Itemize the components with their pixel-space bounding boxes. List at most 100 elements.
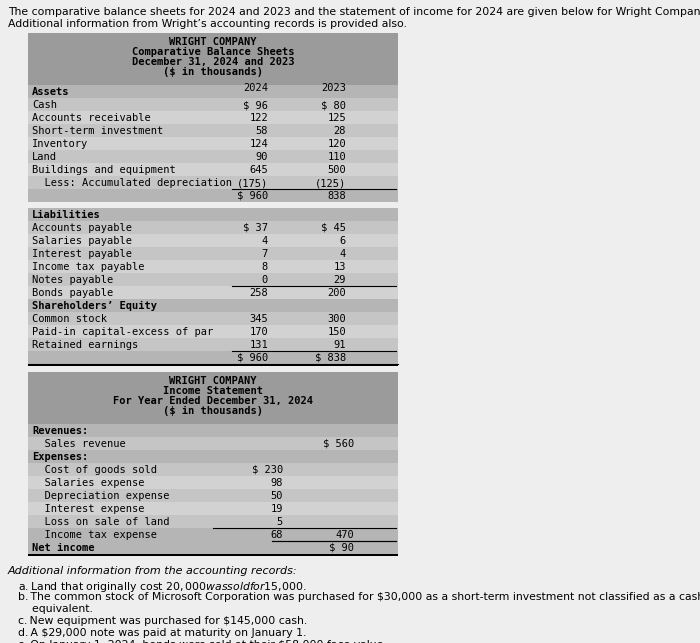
Bar — [28, 137, 398, 150]
Text: 4: 4 — [340, 249, 346, 259]
Text: The comparative balance sheets for 2024 and 2023 and the statement of income for: The comparative balance sheets for 2024 … — [8, 7, 700, 17]
Bar — [28, 273, 398, 286]
Bar — [28, 450, 398, 463]
Text: Revenues:: Revenues: — [32, 426, 88, 436]
Text: 68: 68 — [270, 530, 283, 540]
Bar — [28, 111, 398, 124]
Text: equivalent.: equivalent. — [18, 604, 93, 614]
Text: 91: 91 — [333, 340, 346, 350]
Bar — [28, 202, 398, 208]
Bar — [28, 247, 398, 260]
Text: (175): (175) — [237, 178, 268, 188]
Bar — [28, 234, 398, 247]
Text: 0: 0 — [262, 275, 268, 285]
Bar — [28, 463, 398, 476]
Bar — [28, 502, 398, 515]
Text: 131: 131 — [249, 340, 268, 350]
Text: Additional information from Wright’s accounting records is provided also.: Additional information from Wright’s acc… — [8, 19, 407, 29]
Text: 170: 170 — [249, 327, 268, 337]
Text: Short-term investment: Short-term investment — [32, 126, 163, 136]
Text: Retained earnings: Retained earnings — [32, 340, 139, 350]
Bar — [28, 260, 398, 273]
Bar — [28, 150, 398, 163]
Text: 125: 125 — [328, 113, 346, 123]
Text: 110: 110 — [328, 152, 346, 162]
Text: 122: 122 — [249, 113, 268, 123]
Bar — [28, 476, 398, 489]
Text: Interest payable: Interest payable — [32, 249, 132, 259]
Text: Shareholders’ Equity: Shareholders’ Equity — [32, 301, 157, 311]
Bar — [28, 33, 398, 85]
Text: 13: 13 — [333, 262, 346, 272]
Text: c. New equipment was purchased for $145,000 cash.: c. New equipment was purchased for $145,… — [18, 616, 307, 626]
Text: 345: 345 — [249, 314, 268, 324]
Text: Depreciation expense: Depreciation expense — [32, 491, 169, 501]
Text: Net income: Net income — [32, 543, 94, 553]
Bar — [28, 372, 398, 424]
Text: 2024: 2024 — [243, 83, 268, 93]
Text: 7: 7 — [262, 249, 268, 259]
Bar — [28, 351, 398, 364]
Bar — [28, 176, 398, 189]
Text: $ 960: $ 960 — [237, 353, 268, 363]
Text: Additional information from the accounting records:: Additional information from the accounti… — [8, 566, 298, 576]
Text: 29: 29 — [333, 275, 346, 285]
Text: Salaries expense: Salaries expense — [32, 478, 144, 488]
Text: 58: 58 — [256, 126, 268, 136]
Text: Cost of goods sold: Cost of goods sold — [32, 465, 157, 475]
Text: $ 560: $ 560 — [323, 439, 354, 449]
Text: ($ in thousands): ($ in thousands) — [163, 67, 263, 77]
Bar — [28, 221, 398, 234]
Bar — [28, 312, 398, 325]
Text: 98: 98 — [270, 478, 283, 488]
Text: d. A $29,000 note was paid at maturity on January 1.: d. A $29,000 note was paid at maturity o… — [18, 628, 307, 638]
Text: Paid-in capital-excess of par: Paid-in capital-excess of par — [32, 327, 214, 337]
Text: Buildings and equipment: Buildings and equipment — [32, 165, 176, 175]
Text: $ 230: $ 230 — [252, 465, 283, 475]
Text: $ 90: $ 90 — [329, 543, 354, 553]
Bar — [28, 489, 398, 502]
Text: Common stock: Common stock — [32, 314, 107, 324]
Text: Income tax expense: Income tax expense — [32, 530, 157, 540]
Text: WRIGHT COMPANY: WRIGHT COMPANY — [169, 376, 257, 386]
Text: For Year Ended December 31, 2024: For Year Ended December 31, 2024 — [113, 396, 313, 406]
Text: 470: 470 — [335, 530, 354, 540]
Text: $ 37: $ 37 — [243, 223, 268, 233]
Text: Bonds payable: Bonds payable — [32, 288, 113, 298]
Bar — [28, 325, 398, 338]
Text: 258: 258 — [249, 288, 268, 298]
Bar — [28, 424, 398, 437]
Text: $ 838: $ 838 — [315, 353, 346, 363]
Text: Land: Land — [32, 152, 57, 162]
Bar — [28, 515, 398, 528]
Text: 300: 300 — [328, 314, 346, 324]
Text: 200: 200 — [328, 288, 346, 298]
Text: Accounts payable: Accounts payable — [32, 223, 132, 233]
Bar — [28, 554, 398, 556]
Text: e. On January 1, 2024, bonds were sold at their $58,000 face value.: e. On January 1, 2024, bonds were sold a… — [18, 640, 386, 643]
Bar — [28, 98, 398, 111]
Text: $ 45: $ 45 — [321, 223, 346, 233]
Bar — [28, 208, 398, 221]
Text: Loss on sale of land: Loss on sale of land — [32, 517, 169, 527]
Text: a. Land that originally cost $20,000 was sold for $15,000.: a. Land that originally cost $20,000 was… — [18, 580, 307, 594]
Bar — [28, 528, 398, 541]
Bar — [28, 299, 398, 312]
Text: Inventory: Inventory — [32, 139, 88, 149]
Text: Notes payable: Notes payable — [32, 275, 113, 285]
Text: Expenses:: Expenses: — [32, 452, 88, 462]
Text: Sales revenue: Sales revenue — [32, 439, 126, 449]
Text: b. The common stock of Microsoft Corporation was purchased for $30,000 as a shor: b. The common stock of Microsoft Corpora… — [18, 592, 700, 602]
Bar — [28, 338, 398, 351]
Text: 50: 50 — [270, 491, 283, 501]
Text: 90: 90 — [256, 152, 268, 162]
Text: WRIGHT COMPANY: WRIGHT COMPANY — [169, 37, 257, 47]
Text: 4: 4 — [262, 236, 268, 246]
Text: Liabilities: Liabilities — [32, 210, 101, 220]
Text: Income tax payable: Income tax payable — [32, 262, 144, 272]
Bar — [28, 189, 398, 202]
Text: 28: 28 — [333, 126, 346, 136]
Text: $ 80: $ 80 — [321, 100, 346, 110]
Bar — [28, 124, 398, 137]
Bar — [28, 286, 398, 299]
